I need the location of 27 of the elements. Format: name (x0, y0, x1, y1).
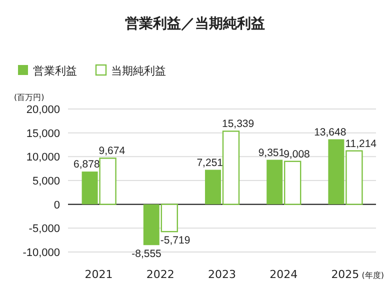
data-label: 9,351 (258, 146, 285, 159)
y-tick-label: 20,000 (26, 104, 60, 116)
y-tick-label: 10,000 (26, 152, 60, 164)
data-label: 9,008 (284, 148, 310, 160)
data-label: 6,878 (74, 158, 100, 171)
y-axis-title: (百万円) (14, 93, 44, 102)
data-label: 7,251 (196, 156, 224, 169)
chart-title: 営業利益／当期純利益 (125, 16, 265, 32)
y-tick-label: -10,000 (22, 247, 60, 259)
y-tick-label: -5,000 (28, 223, 60, 236)
data-label: -8,555 (132, 248, 162, 260)
x-tick-label: 2023 (208, 268, 236, 281)
data-label: 15,339 (222, 118, 254, 130)
x-tick-label: 2022 (146, 268, 174, 281)
x-tick-label: 2025 (331, 268, 360, 281)
y-tick-label: 5,000 (32, 176, 60, 188)
x-tick-label: 2021 (84, 268, 113, 281)
y-tick-label: 15,000 (26, 128, 60, 140)
y-tick-label: 0 (54, 199, 60, 212)
data-label: 13,648 (314, 126, 346, 138)
data-label: 9,674 (98, 145, 126, 158)
data-label: 11,214 (345, 138, 377, 150)
x-tick-label: 2024 (270, 268, 298, 281)
text: (年度) (362, 271, 384, 280)
data-label: -5,719 (160, 234, 190, 247)
legend-label: 当期純利益 (111, 64, 166, 78)
legend-label: 営業利益 (33, 64, 77, 78)
